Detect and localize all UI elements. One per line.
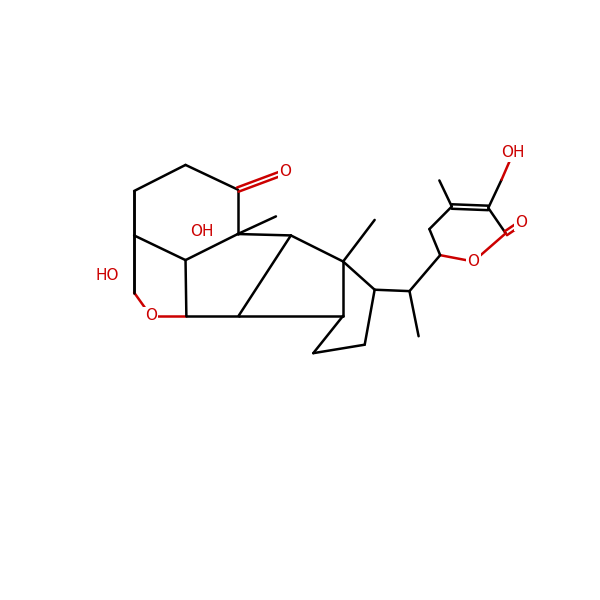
Text: OH: OH	[502, 145, 525, 160]
Text: O: O	[145, 308, 157, 323]
Text: O: O	[515, 215, 527, 230]
Text: O: O	[279, 164, 291, 179]
Text: OH: OH	[190, 224, 214, 239]
Text: O: O	[467, 254, 479, 269]
Text: HO: HO	[96, 268, 119, 283]
